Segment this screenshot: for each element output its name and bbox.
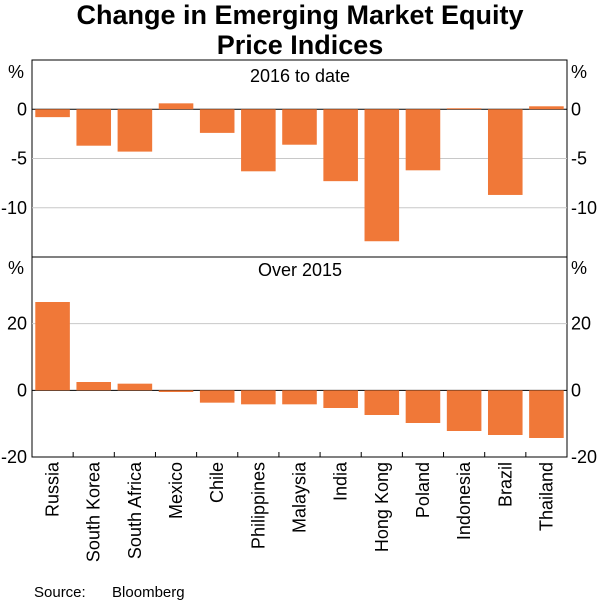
bar-thailand: [529, 106, 564, 110]
panel-title-2015: Over 2015: [258, 260, 342, 280]
category-label: Malaysia: [290, 461, 310, 533]
y-tick-label-left: -20: [1, 447, 27, 467]
bar-poland: [405, 390, 441, 423]
category-label: Mexico: [166, 462, 186, 519]
unit-label-left: %: [8, 62, 24, 82]
bar-brazil: [487, 109, 523, 195]
category-label: Chile: [207, 462, 227, 503]
unit-label-left: %: [8, 258, 24, 278]
chart-title-line-2: Price Indices: [216, 30, 384, 60]
bar-south-africa: [117, 383, 153, 391]
category-label: India: [331, 461, 351, 501]
category-label: Philippines: [248, 462, 268, 549]
y-tick-label-right: -10: [571, 198, 597, 218]
category-label: Hong Kong: [372, 462, 392, 552]
panel-2016-to-date: 0 0 -5 -5 -10 -10 2016 to date % %: [1, 62, 597, 242]
bar-brazil: [487, 390, 523, 435]
bar-malaysia: [282, 109, 317, 145]
panel-over-2015: 20 20 0 0 -20 -20 Over 2015 % %: [1, 258, 597, 467]
category-label: Indonesia: [454, 461, 474, 540]
y-tick-label-right: 20: [571, 314, 591, 334]
panel-title-2016: 2016 to date: [250, 66, 350, 86]
bar-india: [323, 390, 358, 408]
y-tick-label-left: 20: [7, 314, 27, 334]
bar-south-korea: [76, 382, 112, 391]
category-label: Russia: [43, 461, 63, 517]
bar-mexico: [158, 103, 194, 110]
bar-south-korea: [76, 109, 112, 146]
chart-title: Change in Emerging Market Equity Price I…: [0, 0, 600, 60]
bar-thailand: [529, 390, 564, 438]
y-tick-label-left: -10: [1, 198, 27, 218]
bar-mexico: [158, 390, 194, 392]
bar-indonesia: [446, 390, 482, 431]
y-tick-label-right: -5: [571, 149, 587, 169]
bar-russia: [35, 302, 70, 391]
bar-chile: [199, 390, 235, 403]
source-note: Source: Bloomberg: [34, 584, 185, 601]
chart-title-line-1: Change in Emerging Market Equity: [76, 0, 524, 30]
category-label: Poland: [413, 462, 433, 518]
y-tick-label-left: 0: [17, 99, 27, 119]
bar-hong-kong: [364, 109, 400, 242]
bar-hong-kong: [364, 390, 400, 415]
bar-indonesia: [446, 108, 482, 110]
y-tick-label-left: -5: [11, 149, 27, 169]
bar-philippines: [241, 109, 276, 172]
bar-russia: [35, 109, 70, 118]
y-tick-label-right: -20: [571, 447, 597, 467]
chart-frame: [31, 59, 568, 458]
y-tick-label-left: 0: [17, 380, 27, 400]
bar-philippines: [241, 390, 276, 405]
category-label: Thailand: [536, 462, 556, 531]
bar-poland: [405, 109, 441, 171]
category-axis: Russia South Korea South Africa Mexico Chile…: [43, 452, 556, 562]
y-tick-label-right: 0: [571, 380, 581, 400]
source-label: Source:: [34, 584, 86, 601]
bar-india: [323, 109, 358, 182]
y-tick-label-right: 0: [571, 99, 581, 119]
unit-label-right: %: [571, 258, 587, 278]
bar-south-africa: [117, 109, 153, 152]
category-label: Brazil: [495, 462, 515, 507]
unit-label-right: %: [571, 62, 587, 82]
category-label: South Africa: [125, 461, 145, 559]
category-label: South Korea: [84, 461, 104, 562]
source-value: Bloomberg: [112, 584, 185, 601]
bar-malaysia: [282, 390, 317, 405]
bar-chile: [199, 109, 235, 133]
